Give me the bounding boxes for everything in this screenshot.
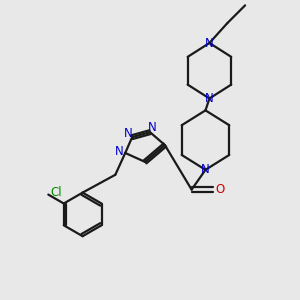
Text: N: N [148,121,156,134]
Text: Cl: Cl [50,186,62,199]
Text: N: N [205,92,214,105]
Text: N: N [205,37,214,50]
Text: O: O [216,183,225,196]
Text: N: N [201,163,210,176]
Text: N: N [115,146,124,158]
Text: N: N [124,127,133,140]
